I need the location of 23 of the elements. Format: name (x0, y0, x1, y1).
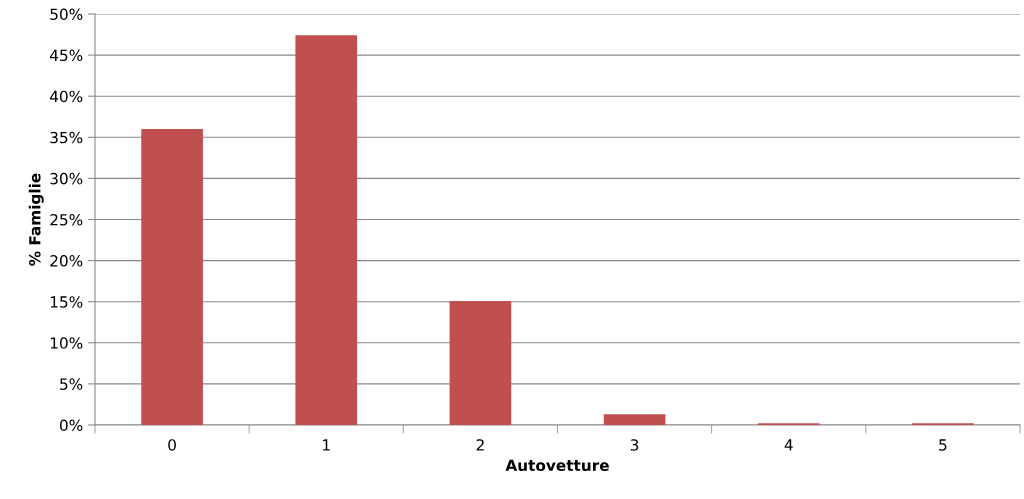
y-axis-title: % Famiglie (28, 173, 44, 266)
x-tick-label: 3 (630, 439, 639, 451)
y-tick-label: 40% (49, 90, 83, 103)
x-tick-label: 0 (168, 439, 176, 451)
y-tick-label: 25% (50, 213, 83, 226)
y-tick-label: 20% (50, 255, 83, 267)
y-tick-label: 0% (59, 419, 83, 432)
x-tick-label: 2 (476, 439, 484, 451)
x-tick-label: 4 (784, 439, 793, 451)
bar (141, 129, 203, 425)
bar (449, 300, 512, 425)
bar (295, 35, 358, 425)
x-tick-label: 1 (323, 439, 330, 451)
y-tick-label: 35% (50, 131, 83, 144)
y-tick-label: 50% (50, 8, 83, 21)
y-tick-label: 15% (50, 296, 83, 308)
x-tick-label: 5 (939, 439, 947, 451)
y-tick-label: 10% (50, 337, 83, 349)
y-tick-label: 5% (60, 378, 83, 390)
bar (603, 414, 666, 425)
y-tick-label: 45% (49, 49, 83, 62)
x-axis-title: Autovetture (505, 459, 609, 472)
y-tick-label: 30% (50, 172, 83, 185)
